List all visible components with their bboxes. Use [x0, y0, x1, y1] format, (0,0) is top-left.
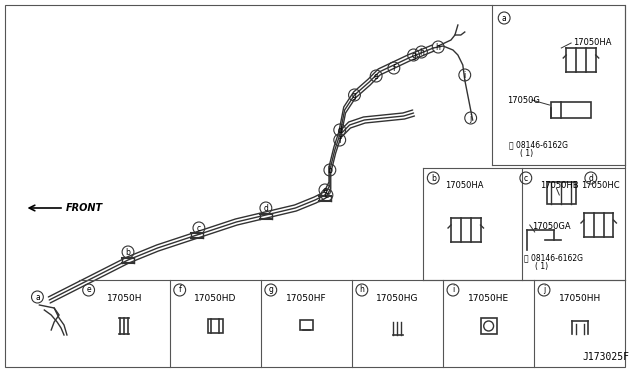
Text: d: d: [264, 203, 268, 212]
Text: 17050HA: 17050HA: [445, 180, 484, 189]
Text: e: e: [86, 285, 91, 295]
Text: Ⓑ 08146-6162G: Ⓑ 08146-6162G: [524, 253, 583, 263]
Text: 17050HB: 17050HB: [541, 180, 579, 189]
Text: 17050HE: 17050HE: [468, 294, 509, 303]
Text: c: c: [325, 190, 329, 199]
Text: 17050HF: 17050HF: [286, 294, 327, 303]
Text: ( 1): ( 1): [534, 262, 548, 270]
Text: i: i: [452, 285, 454, 295]
Text: c: c: [197, 224, 201, 232]
Bar: [300, 320, 314, 330]
Text: d: d: [337, 125, 342, 135]
Text: 17050GA: 17050GA: [532, 221, 570, 231]
Text: f: f: [339, 135, 341, 144]
Text: FRONT: FRONT: [66, 203, 103, 213]
Text: e: e: [374, 71, 378, 80]
Text: 17050HH: 17050HH: [559, 294, 601, 303]
Text: h: h: [360, 285, 364, 295]
Text: h: h: [419, 48, 424, 57]
Text: 17050HD: 17050HD: [194, 294, 237, 303]
Text: f: f: [392, 64, 396, 73]
Text: a: a: [35, 292, 40, 301]
Text: Ⓑ 08146-6162G: Ⓑ 08146-6162G: [509, 141, 568, 150]
Text: i: i: [463, 71, 466, 80]
Text: a: a: [502, 13, 506, 22]
Text: h: h: [436, 42, 440, 51]
Text: g: g: [352, 90, 357, 99]
Text: j: j: [470, 113, 472, 122]
Text: b: b: [328, 166, 332, 174]
Text: c: c: [524, 173, 528, 183]
Text: 17050HA: 17050HA: [573, 38, 612, 46]
Text: b: b: [431, 173, 436, 183]
Bar: [547, 182, 576, 204]
Text: j: j: [543, 285, 545, 295]
Text: b: b: [125, 247, 131, 257]
Text: g: g: [268, 285, 273, 295]
Text: 17050H: 17050H: [107, 294, 142, 303]
Text: J173025F: J173025F: [583, 352, 630, 362]
Text: ( 1): ( 1): [520, 148, 533, 157]
Text: 17050HG: 17050HG: [376, 294, 419, 303]
Bar: [207, 319, 223, 333]
Text: e: e: [323, 186, 327, 195]
Bar: [481, 318, 497, 334]
Text: f: f: [179, 285, 181, 295]
Text: d: d: [588, 173, 593, 183]
Text: g: g: [411, 51, 416, 60]
Text: 17050HC: 17050HC: [581, 180, 620, 189]
Bar: [552, 102, 591, 118]
Text: 17050G: 17050G: [507, 96, 540, 105]
